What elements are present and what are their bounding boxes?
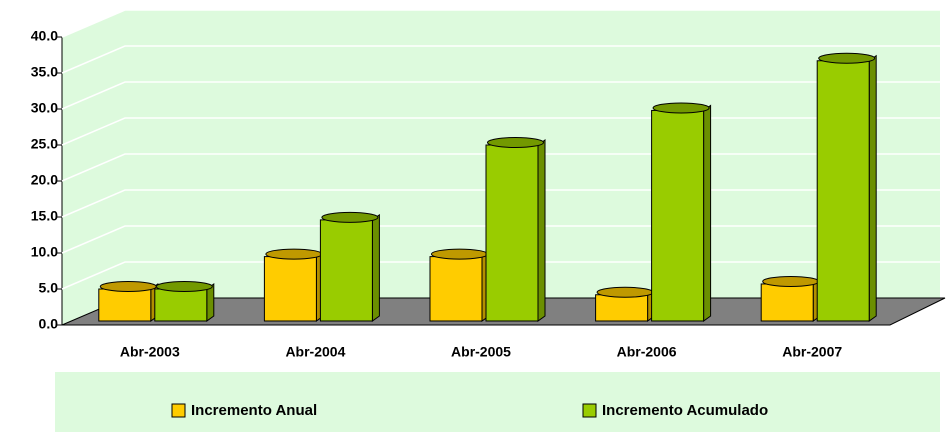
bar [263, 256, 317, 322]
bar [485, 144, 539, 322]
grid-line [61, 45, 940, 74]
y-tick-label: 30.0 [31, 100, 58, 116]
bar-side [703, 104, 712, 322]
bar [816, 60, 870, 322]
y-tick-label: 15.0 [31, 208, 58, 224]
x-tick-label: Abr-2006 [617, 344, 677, 360]
bar [595, 294, 649, 322]
legend-box [55, 372, 940, 432]
y-tick-label: 20.0 [31, 172, 58, 188]
bar [98, 288, 152, 322]
bar-top [155, 281, 213, 292]
bar-top [265, 248, 323, 260]
bar-side [371, 213, 380, 322]
bar-top [431, 248, 488, 260]
y-tick-label: 40.0 [31, 28, 58, 44]
y-tick-label: 5.0 [39, 280, 59, 296]
bar [651, 109, 705, 322]
x-tick-label: Abr-2003 [120, 344, 180, 360]
bar-top [596, 286, 654, 298]
bar-top [321, 211, 379, 223]
bar-top [818, 52, 876, 64]
y-tick-label: 0.0 [39, 316, 59, 332]
bar-top [762, 275, 820, 287]
bar-side [868, 54, 877, 322]
bar [154, 288, 208, 322]
bar-top [652, 102, 710, 114]
y-tick-label: 10.0 [31, 244, 58, 260]
legend-label: Incremento Anual [191, 402, 317, 419]
grid-line [61, 81, 940, 110]
bar [429, 256, 483, 322]
bar [319, 219, 373, 322]
bar-top [487, 137, 544, 148]
grid-line [61, 9, 940, 38]
x-tick-label: Abr-2004 [285, 344, 345, 360]
x-tick-label: Abr-2007 [782, 344, 842, 360]
bar-side [537, 139, 546, 322]
bar [760, 283, 814, 322]
legend-label: Incremento Acumulado [602, 402, 768, 419]
x-tick-label: Abr-2005 [451, 344, 511, 360]
legend-swatch [582, 403, 597, 418]
y-tick-label: 35.0 [31, 64, 58, 80]
y-tick-label: 25.0 [31, 136, 58, 152]
legend-swatch [171, 403, 186, 418]
bar-top [99, 281, 157, 292]
